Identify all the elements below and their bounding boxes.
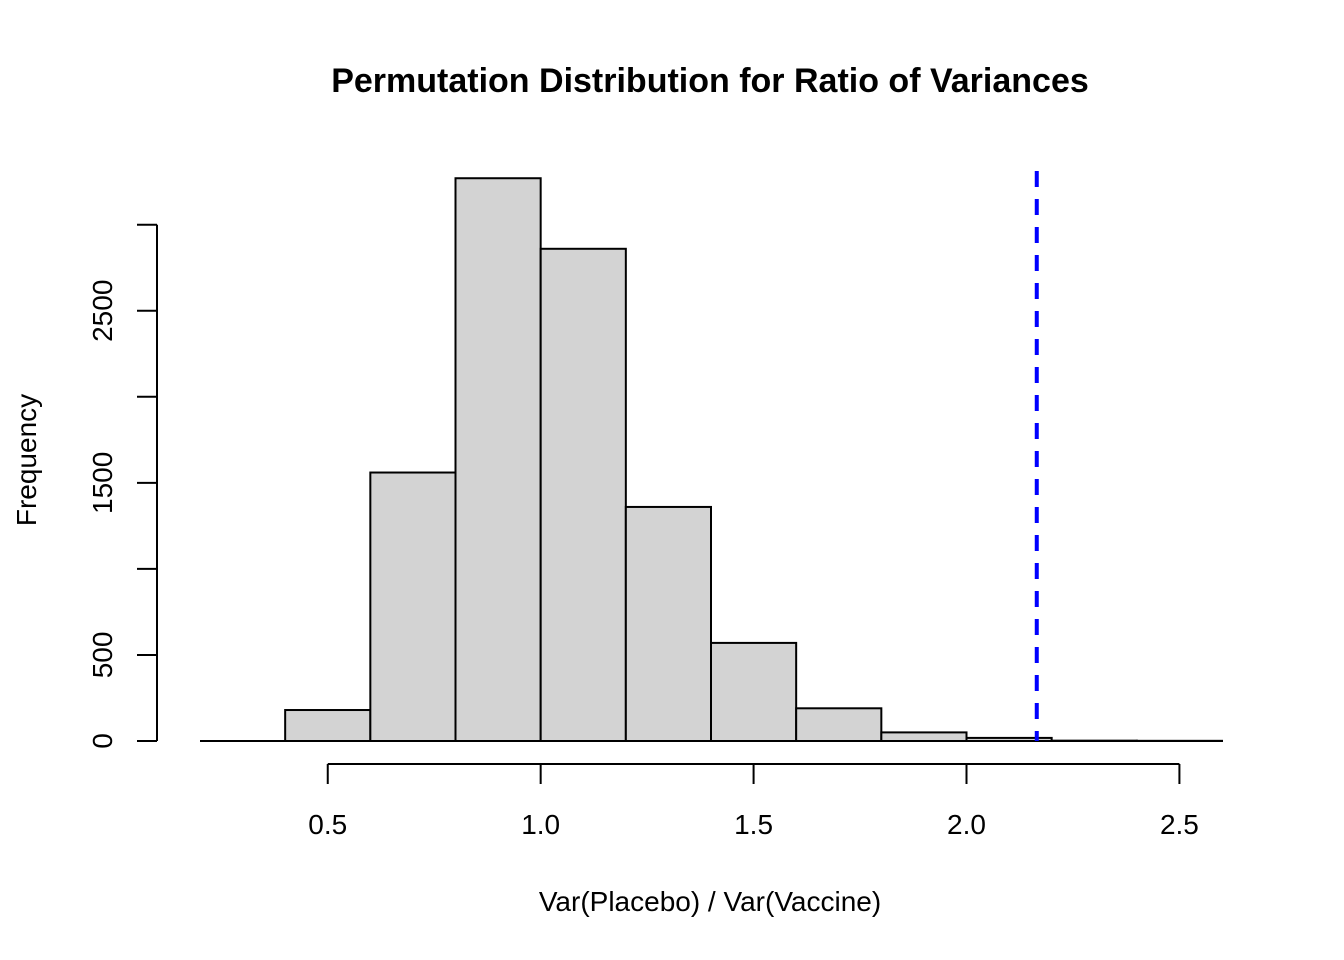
histogram-bar [284,709,372,742]
x-tick-label: 2.0 [947,809,986,840]
chart-title: Permutation Distribution for Ratio of Va… [331,62,1089,100]
y-tick-label: 0 [87,733,118,749]
y-tick-label: 500 [87,632,118,679]
histogram-bar [454,177,542,743]
x-axis-label: Var(Placebo) / Var(Vaccine) [539,886,881,917]
histogram-bar [880,731,968,743]
x-tick-label: 1.5 [734,809,773,840]
x-tick-label: 2.5 [1160,809,1199,840]
histogram-bar [710,641,798,743]
y-axis: 0 500 1500 2500 [87,223,158,749]
x-tick-label: 0.5 [308,809,347,840]
y-tick-label: 1500 [87,452,118,514]
histogram-bar [539,247,627,742]
y-tick-label: 2500 [87,280,118,342]
histogram-bar [795,707,883,743]
x-axis: 0.5 1.0 1.5 2.0 2.5 [308,763,1199,840]
x-tick-label: 1.0 [521,809,560,840]
histogram-bar [369,471,457,742]
histogram-bars [200,177,1224,743]
y-axis-label: Frequency [11,394,42,526]
histogram-bar [624,505,712,742]
